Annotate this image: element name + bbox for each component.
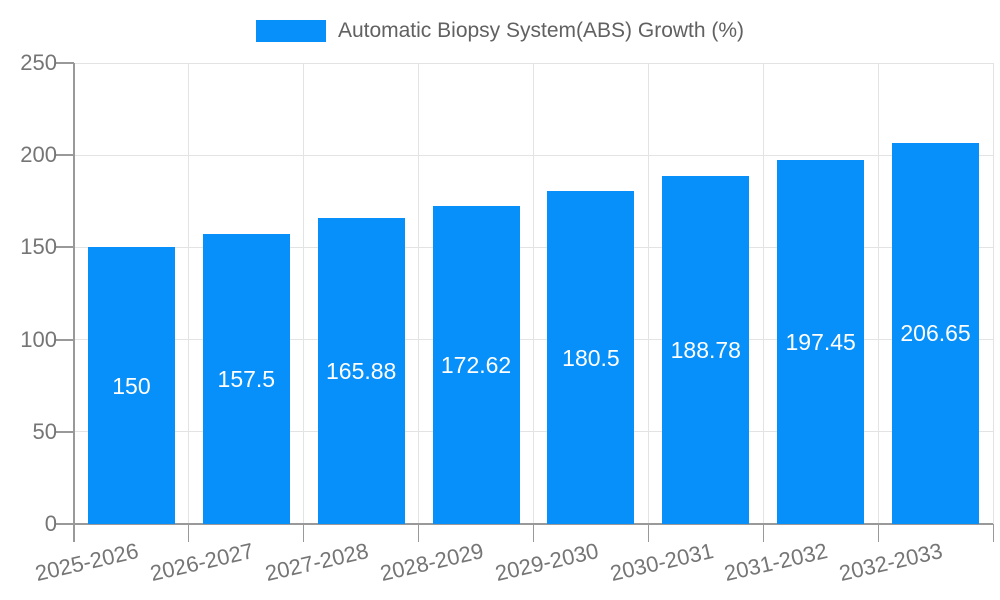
y-tick-label: 100 xyxy=(20,326,57,352)
bar-value-label: 188.78 xyxy=(670,336,741,363)
bar[interactable] xyxy=(432,205,520,524)
x-tick-label: 2026-2027 xyxy=(147,538,256,587)
y-axis-tick xyxy=(56,154,74,157)
gridline-vertical xyxy=(303,63,305,524)
x-axis-tick xyxy=(188,524,190,542)
bar-value-label: 150 xyxy=(112,372,151,399)
y-axis-line xyxy=(73,63,75,542)
x-tick-label: 2027-2028 xyxy=(262,538,371,587)
x-axis-tick xyxy=(533,524,534,542)
gridline-vertical xyxy=(992,63,994,524)
gridline-vertical xyxy=(418,63,420,524)
legend-label: Automatic Biopsy System(ABS) Growth (%) xyxy=(337,19,745,42)
gridline-vertical xyxy=(188,63,190,524)
y-axis-tick xyxy=(56,62,74,64)
y-axis-tick xyxy=(56,338,74,341)
bar[interactable] xyxy=(547,191,635,524)
bar[interactable] xyxy=(87,247,175,524)
x-axis-tick xyxy=(877,524,879,542)
y-axis-tick xyxy=(56,246,74,249)
bar-value-label: 172.62 xyxy=(440,351,512,378)
legend-swatch-icon xyxy=(255,20,326,42)
x-axis-tick xyxy=(303,524,305,542)
bar[interactable] xyxy=(777,159,865,524)
x-tick-label: 2032-2033 xyxy=(837,538,946,587)
x-tick-label: 2029-2030 xyxy=(492,538,601,587)
y-axis-tick xyxy=(56,430,74,433)
x-tick-label: 2030-2031 xyxy=(607,538,716,587)
x-axis-tick xyxy=(647,524,649,542)
bar[interactable] xyxy=(317,218,405,524)
bar-value-label: 197.45 xyxy=(785,328,856,355)
x-tick-label: 2025-2026 xyxy=(32,538,142,587)
bar-value-label: 206.65 xyxy=(900,320,971,347)
gridline-vertical xyxy=(533,63,534,524)
gridline-vertical xyxy=(877,63,879,524)
bar-value-label: 165.88 xyxy=(326,358,397,385)
x-axis-tick xyxy=(418,524,420,542)
x-axis-line xyxy=(56,523,993,525)
x-axis-tick xyxy=(762,524,764,542)
y-tick-label: 200 xyxy=(20,142,57,168)
bar[interactable] xyxy=(892,142,980,524)
gridline-vertical xyxy=(647,63,649,524)
bar-value-label: 157.5 xyxy=(217,365,276,392)
x-tick-label: 2028-2029 xyxy=(377,538,486,587)
y-tick-label: 50 xyxy=(32,418,57,444)
bar-value-label: 180.5 xyxy=(562,344,620,371)
bar[interactable] xyxy=(202,233,290,524)
bar[interactable] xyxy=(662,175,750,524)
y-tick-label: 150 xyxy=(20,234,57,260)
x-axis-tick xyxy=(992,524,994,542)
gridline-vertical xyxy=(762,63,764,524)
x-tick-label: 2031-2032 xyxy=(722,538,831,587)
legend[interactable]: Automatic Biopsy System(ABS) Growth (%) xyxy=(0,19,1000,43)
y-tick-label: 0 xyxy=(44,511,57,536)
y-tick-label: 250 xyxy=(20,50,57,75)
